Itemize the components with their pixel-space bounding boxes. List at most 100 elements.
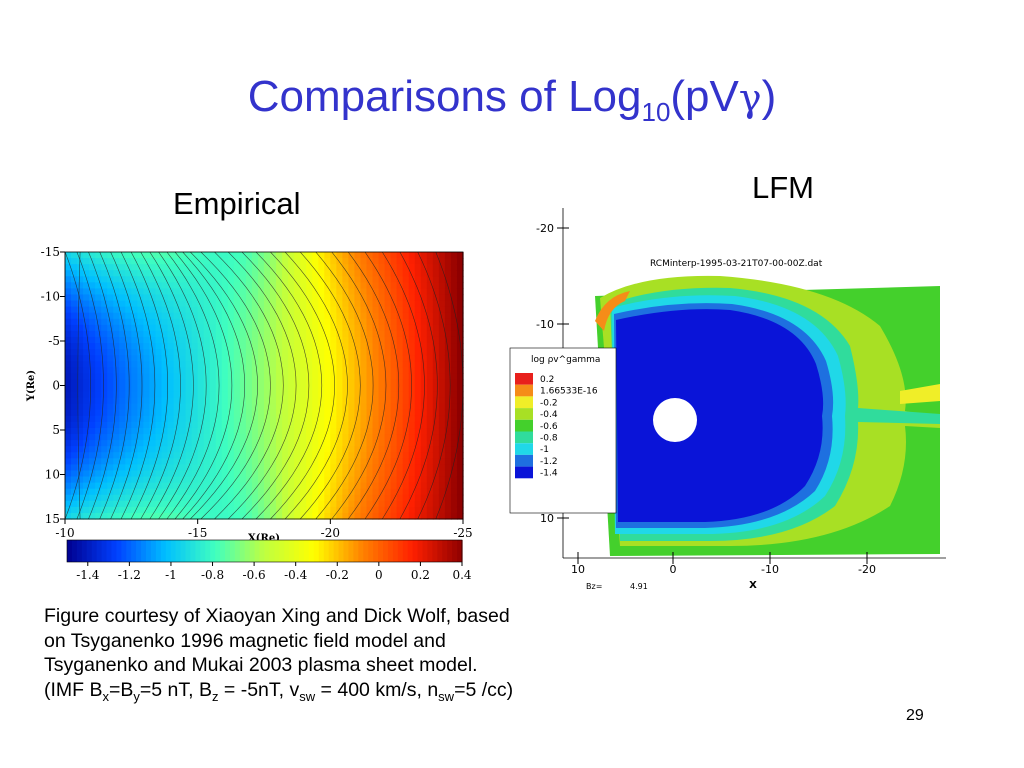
field-cell xyxy=(306,318,313,326)
field-cell xyxy=(318,349,325,356)
field-cell xyxy=(251,312,259,320)
field-cell xyxy=(312,324,319,332)
field-cell xyxy=(257,421,265,429)
field-cell xyxy=(306,506,313,514)
field-cell xyxy=(390,343,398,350)
field-cell xyxy=(306,306,313,314)
field-cell xyxy=(276,415,283,423)
field-cell xyxy=(318,361,325,368)
colorbar-tick-label: -1.4 xyxy=(76,568,100,582)
field-cell xyxy=(209,330,217,338)
field-cell xyxy=(173,415,181,423)
field-cell xyxy=(312,506,319,514)
field-cell xyxy=(191,452,199,459)
field-cell xyxy=(438,355,446,362)
field-cell xyxy=(420,282,428,290)
field-cell xyxy=(173,306,181,314)
field-cell xyxy=(65,434,72,441)
field-cell xyxy=(131,470,138,478)
field-cell xyxy=(438,324,446,332)
field-cell xyxy=(125,421,132,429)
field-cell xyxy=(318,312,325,320)
contour-line xyxy=(284,251,348,520)
field-cell xyxy=(420,361,428,368)
field-cell xyxy=(191,440,199,447)
field-cell xyxy=(378,434,386,441)
field-cell xyxy=(215,512,223,520)
field-cell xyxy=(107,258,114,265)
field-cell xyxy=(348,500,356,508)
field-cell xyxy=(95,409,102,417)
field-cell xyxy=(444,397,452,405)
field-cell xyxy=(294,318,301,326)
contour-line xyxy=(255,251,323,520)
field-cell xyxy=(185,330,193,338)
field-cell xyxy=(125,434,132,441)
field-cell xyxy=(420,482,428,490)
field-cell xyxy=(366,252,374,259)
field-cell xyxy=(324,421,331,429)
field-cell xyxy=(143,488,151,496)
field-cell xyxy=(221,300,229,308)
field-cell xyxy=(119,294,126,302)
field-cell xyxy=(324,288,331,296)
field-cell xyxy=(444,282,452,290)
lfm-legend-swatch xyxy=(515,373,533,385)
field-cell xyxy=(270,367,277,374)
field-cell xyxy=(77,276,84,283)
field-cell xyxy=(342,258,350,265)
field-cell xyxy=(131,409,138,417)
field-cell xyxy=(143,373,151,381)
field-cell xyxy=(294,361,301,368)
field-cell xyxy=(324,312,331,320)
field-cell xyxy=(384,336,392,344)
field-cell xyxy=(444,361,452,368)
field-cell xyxy=(336,361,343,368)
field-cell xyxy=(360,458,368,465)
field-cell xyxy=(444,427,452,435)
field-cell xyxy=(101,427,108,435)
field-cell xyxy=(318,434,325,441)
field-cell xyxy=(318,330,325,338)
field-cell xyxy=(71,500,78,508)
field-cell xyxy=(366,470,374,478)
field-cell xyxy=(300,488,307,496)
field-cell xyxy=(221,252,229,259)
field-cell xyxy=(378,440,386,447)
field-cell xyxy=(336,470,343,478)
field-cell xyxy=(306,330,313,338)
field-cell xyxy=(251,306,259,314)
field-cell xyxy=(348,415,356,423)
field-cell xyxy=(221,258,229,265)
field-cell xyxy=(197,452,205,459)
field-cell xyxy=(420,355,428,362)
field-cell xyxy=(227,349,235,356)
field-cell xyxy=(432,440,440,447)
field-cell xyxy=(251,476,259,484)
field-cell xyxy=(276,391,283,399)
colorbar-tick-label: 0.2 xyxy=(411,568,430,582)
field-cell xyxy=(107,494,114,502)
field-cell xyxy=(342,300,350,308)
field-cell xyxy=(179,464,187,472)
contour-line xyxy=(331,251,387,520)
field-cell xyxy=(378,409,386,417)
field-cell xyxy=(372,385,380,393)
field-cell xyxy=(432,379,440,387)
field-cell xyxy=(77,458,84,465)
field-cell xyxy=(215,391,223,399)
field-cell xyxy=(414,403,422,411)
field-cell xyxy=(179,512,187,520)
colorbar-cell xyxy=(368,540,374,562)
field-cell xyxy=(245,440,253,447)
field-cell xyxy=(65,500,72,508)
field-cell xyxy=(402,403,410,411)
colorbar-cell xyxy=(116,540,122,562)
field-cell xyxy=(330,282,337,290)
field-cell xyxy=(77,349,84,356)
colorbar-cell xyxy=(121,540,127,562)
field-cell xyxy=(137,379,144,387)
field-cell xyxy=(444,367,452,374)
field-cell xyxy=(167,446,175,453)
field-cell xyxy=(65,373,72,381)
